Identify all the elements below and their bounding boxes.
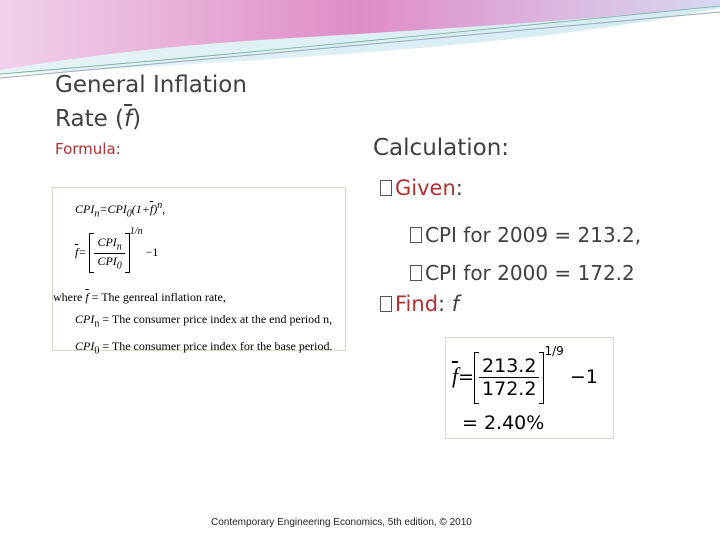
- calc-heading: Calculation:: [373, 135, 510, 161]
- formula-box: CPIn=CPI0(1+f)n, f= CPIn CPI0 1/n −1 where…: [52, 187, 346, 357]
- given-item: CPI for 2009 = 213.2,: [425, 223, 642, 247]
- given-items: CPI for 2009 = 213.2, CPI for 2000 = 172…: [410, 216, 641, 292]
- result-box: f= 213.2 172.2 1/9 −1 = 2.40%: [445, 337, 614, 439]
- header-swoosh: [0, 0, 720, 79]
- definitions: where f = The genreal inflation rate, CP…: [53, 286, 332, 363]
- title-text: ): [132, 106, 142, 132]
- text: CPI: [97, 235, 117, 250]
- text: CPI: [97, 253, 117, 268]
- text: 0: [126, 208, 132, 220]
- title: General Inflation Rate (f): [55, 68, 247, 136]
- text: f: [149, 202, 154, 216]
- text: f: [451, 292, 460, 316]
- footer: Contemporary Engineering Economics, 5th …: [211, 517, 472, 528]
- text: f: [75, 245, 79, 259]
- find: Find: f: [380, 292, 459, 316]
- text: =CPI: [99, 202, 127, 216]
- text: f: [85, 290, 89, 304]
- text: n: [94, 318, 100, 330]
- title-text: Rate (: [55, 106, 125, 132]
- text: n: [157, 200, 163, 211]
- text: =: [458, 366, 475, 388]
- text: CPI: [75, 339, 95, 354]
- text: f: [452, 363, 459, 388]
- text: CPI: [75, 312, 95, 326]
- text: ,: [162, 202, 166, 216]
- text: n: [94, 208, 100, 220]
- equation: f= 213.2 172.2 1/9 −1: [452, 344, 598, 404]
- text: 1/n: [129, 226, 143, 237]
- title-symbol: f: [124, 106, 133, 132]
- given-item: CPI for 2000 = 172.2: [425, 261, 635, 285]
- title-line: General Inflation: [55, 72, 247, 98]
- text: (1+: [131, 202, 150, 216]
- title-line: Rate (f): [55, 102, 247, 136]
- text: 213.2: [479, 355, 540, 378]
- text: = The consumer price index for the base …: [102, 339, 333, 354]
- text: :: [438, 292, 446, 316]
- given: Given:: [380, 176, 463, 200]
- text: = The genreal inflation rate,: [91, 290, 226, 304]
- text: CPI: [75, 202, 95, 216]
- text: = The consumer price index at the end pe…: [102, 312, 333, 326]
- text: ): [153, 202, 158, 216]
- text: Find: [395, 292, 439, 316]
- text: :: [455, 176, 463, 200]
- text: 172.2: [482, 378, 537, 400]
- text: where: [53, 290, 83, 304]
- text: −1: [145, 245, 159, 259]
- equation: f= CPIn CPI0 1/n −1: [75, 226, 159, 274]
- text: 0: [116, 260, 122, 272]
- text: Given: [395, 176, 456, 200]
- text: 0: [94, 345, 100, 357]
- text: =: [78, 245, 87, 259]
- answer: = 2.40%: [462, 412, 545, 434]
- text: n: [116, 241, 122, 253]
- text: 1/9: [544, 344, 564, 358]
- formula-label: Formula:: [55, 140, 121, 158]
- equation: CPIn=CPI0(1+f)n,: [75, 200, 165, 219]
- text: −1: [569, 366, 598, 388]
